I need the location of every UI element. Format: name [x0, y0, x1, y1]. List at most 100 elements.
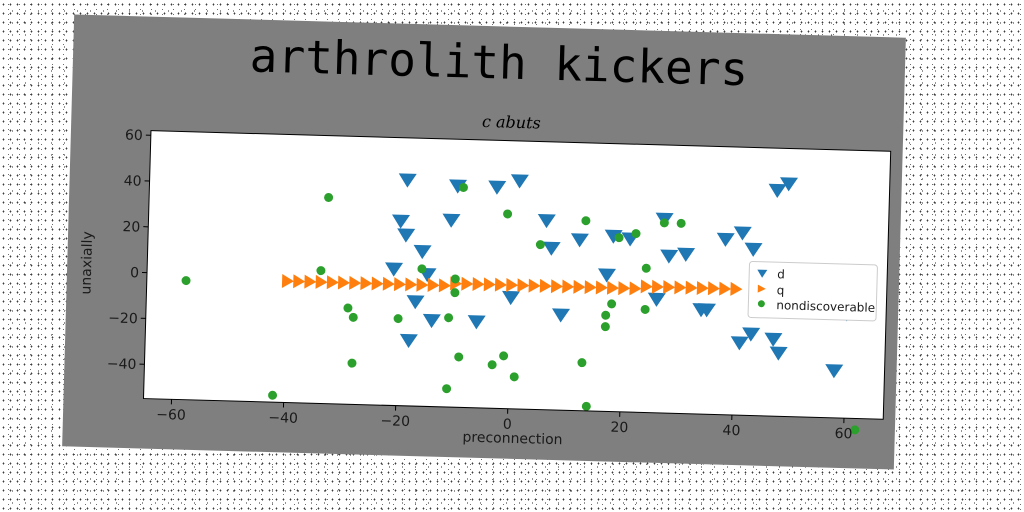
point-nondiscoverable — [535, 240, 545, 250]
plot-area — [143, 130, 891, 420]
point-d — [467, 315, 486, 330]
point-d — [449, 179, 468, 194]
scatter-chart: arthrolith kickers c abuts −60 −40 −20 0 20 4… — [78, 28, 892, 448]
point-nondiscoverable — [454, 352, 464, 362]
point-d — [502, 290, 521, 306]
point-q — [360, 276, 373, 291]
point-d — [780, 177, 799, 192]
point-d — [697, 303, 716, 318]
point-q — [730, 281, 743, 296]
point-nondiscoverable — [450, 274, 460, 284]
point-d — [406, 295, 425, 310]
x-tick-label: 20 — [610, 420, 628, 436]
point-nondiscoverable — [316, 266, 326, 276]
point-nondiscoverable — [347, 358, 357, 368]
point-q — [393, 277, 407, 292]
y-tick-label: 0 — [130, 265, 139, 281]
legend-marker-d — [757, 269, 768, 278]
x-axis-label: preconnection — [462, 429, 563, 448]
point-q — [483, 277, 496, 292]
point-d — [677, 247, 696, 262]
point-nondiscoverable — [417, 264, 427, 274]
point-q — [427, 278, 440, 293]
legend-label-nondiscoverable: nondiscoverable — [776, 298, 875, 315]
point-q — [618, 281, 631, 296]
point-d — [392, 214, 410, 229]
point-nondiscoverable — [676, 218, 686, 228]
x-tick-label: −20 — [380, 413, 410, 430]
point-d — [825, 364, 844, 379]
point-nondiscoverable — [503, 209, 513, 219]
point-q — [573, 279, 586, 294]
y-tick-label: −40 — [107, 356, 137, 373]
point-d — [385, 262, 404, 277]
point-q — [651, 279, 664, 294]
chart-figure: arthrolith kickers c abuts −60 −40 −20 0 20 4… — [62, 14, 906, 470]
point-nondiscoverable — [509, 372, 519, 382]
point-d — [399, 333, 418, 349]
point-nondiscoverable — [450, 288, 460, 298]
point-d — [744, 242, 763, 257]
point-nondiscoverable — [487, 360, 497, 370]
point-d — [647, 292, 666, 307]
point-d — [542, 241, 561, 256]
point-nondiscoverable — [607, 299, 617, 309]
y-tick-label: −20 — [108, 310, 138, 327]
point-nondiscoverable — [444, 313, 454, 323]
point-d — [764, 332, 783, 347]
point-q — [472, 277, 485, 292]
point-nondiscoverable — [181, 276, 191, 286]
point-nondiscoverable — [348, 312, 358, 322]
point-nondiscoverable — [850, 425, 860, 435]
plot-frame — [142, 130, 892, 420]
point-d — [398, 173, 417, 188]
point-nondiscoverable — [458, 183, 468, 193]
point-d — [769, 346, 788, 361]
point-q — [326, 275, 339, 290]
point-d — [397, 228, 416, 243]
points-layer — [181, 173, 860, 435]
point-q — [606, 280, 620, 295]
point-d — [660, 249, 679, 264]
point-nondiscoverable — [641, 263, 651, 273]
x-tick-label: 40 — [722, 423, 740, 439]
point-nondiscoverable — [268, 390, 278, 400]
point-nondiscoverable — [614, 233, 624, 243]
point-nondiscoverable — [631, 229, 641, 239]
point-q — [719, 281, 732, 296]
point-q — [517, 278, 530, 293]
point-q — [371, 276, 384, 291]
point-d — [510, 174, 529, 189]
point-d — [604, 229, 623, 244]
legend-box — [747, 261, 878, 322]
point-q — [494, 277, 507, 292]
legend-marker-nondiscoverable — [757, 300, 765, 308]
point-nondiscoverable — [577, 358, 587, 368]
point-q — [550, 279, 564, 294]
point-q — [337, 275, 351, 290]
legend: d q nondiscoverable — [747, 261, 878, 322]
point-q — [438, 278, 451, 293]
point-q — [461, 276, 474, 291]
point-q — [685, 280, 698, 295]
point-q — [349, 275, 362, 290]
point-q — [304, 274, 317, 289]
legend-label-q: q — [777, 283, 785, 297]
point-q — [640, 279, 653, 294]
y-tick-label: 60 — [125, 128, 143, 144]
point-q — [696, 280, 709, 295]
point-q — [416, 277, 429, 292]
point-d — [488, 180, 507, 195]
point-q — [293, 274, 306, 289]
point-q — [629, 281, 642, 296]
y-axis-label: unaxially — [78, 231, 96, 295]
point-q — [405, 277, 418, 292]
point-nondiscoverable — [324, 192, 334, 202]
x-tick-label: 0 — [503, 417, 512, 433]
point-q — [382, 276, 395, 291]
x-tick-label: −40 — [268, 410, 298, 427]
point-nondiscoverable — [343, 303, 353, 313]
point-q — [584, 280, 597, 295]
point-d — [570, 233, 589, 248]
point-nondiscoverable — [581, 401, 591, 411]
